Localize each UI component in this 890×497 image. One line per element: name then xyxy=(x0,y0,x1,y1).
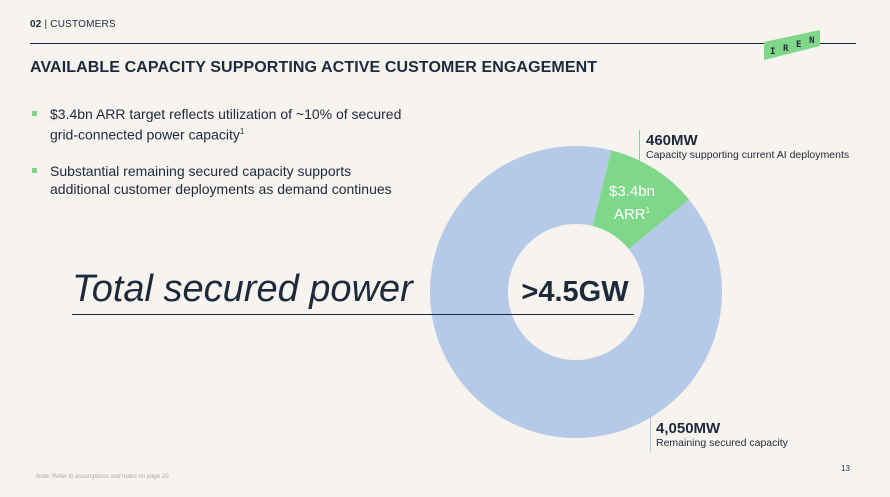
footnote-marker: 1 xyxy=(645,206,651,215)
logo-letter-2: R xyxy=(783,44,789,54)
bullet-text: $3.4bn ARR target reflects utilization o… xyxy=(50,106,402,143)
section-label: CUSTOMERS xyxy=(50,19,116,30)
slice-inner-label: $3.4bn ARR1 xyxy=(592,182,672,224)
header-divider xyxy=(30,43,856,44)
section-header: 02 | CUSTOMERS xyxy=(30,19,116,30)
callout-line-remaining xyxy=(650,416,651,452)
section-number: 02 xyxy=(30,19,42,30)
logo-letter-3: E xyxy=(796,40,801,50)
callout-ai: 460MW Capacity supporting current AI dep… xyxy=(646,132,849,161)
slice-ai-deployments xyxy=(592,150,690,249)
callout-remaining: 4,050MW Remaining secured capacity xyxy=(656,420,788,449)
donut-center-value: >4.5GW xyxy=(521,276,629,308)
bullet-marker xyxy=(32,111,37,116)
iren-logo: I R E N xyxy=(764,30,820,60)
callout-remaining-description: Remaining secured capacity xyxy=(656,437,788,449)
callout-ai-value: 460MW xyxy=(646,132,698,149)
slice-remaining-capacity xyxy=(430,145,723,438)
arr-value: $3.4bn xyxy=(609,183,655,200)
footnote-marker: 1 xyxy=(239,127,245,136)
bullet-item: Substantial remaining secured capacity s… xyxy=(30,162,410,198)
page-number: 13 xyxy=(841,464,850,473)
headline-underline xyxy=(72,314,634,315)
bullet-item: $3.4bn ARR target reflects utilization o… xyxy=(30,105,410,144)
callout-line-ai xyxy=(639,130,640,166)
footnote: Note: Refer to assumptions and notes on … xyxy=(36,474,169,480)
bullet-list: $3.4bn ARR target reflects utilization o… xyxy=(30,105,410,216)
slide-title: AVAILABLE CAPACITY SUPPORTING ACTIVE CUS… xyxy=(30,59,598,76)
callout-remaining-value: 4,050MW xyxy=(656,420,721,437)
bullet-marker xyxy=(32,167,37,173)
logo-letter-4: N xyxy=(809,36,814,46)
arr-label: ARR xyxy=(613,206,646,223)
headline: Total secured power xyxy=(72,268,413,310)
logo-letter-1: I xyxy=(770,47,775,57)
callout-ai-description: Capacity supporting current AI deploymen… xyxy=(646,149,850,161)
bullet-text: Substantial remaining secured capacity s… xyxy=(50,162,392,197)
